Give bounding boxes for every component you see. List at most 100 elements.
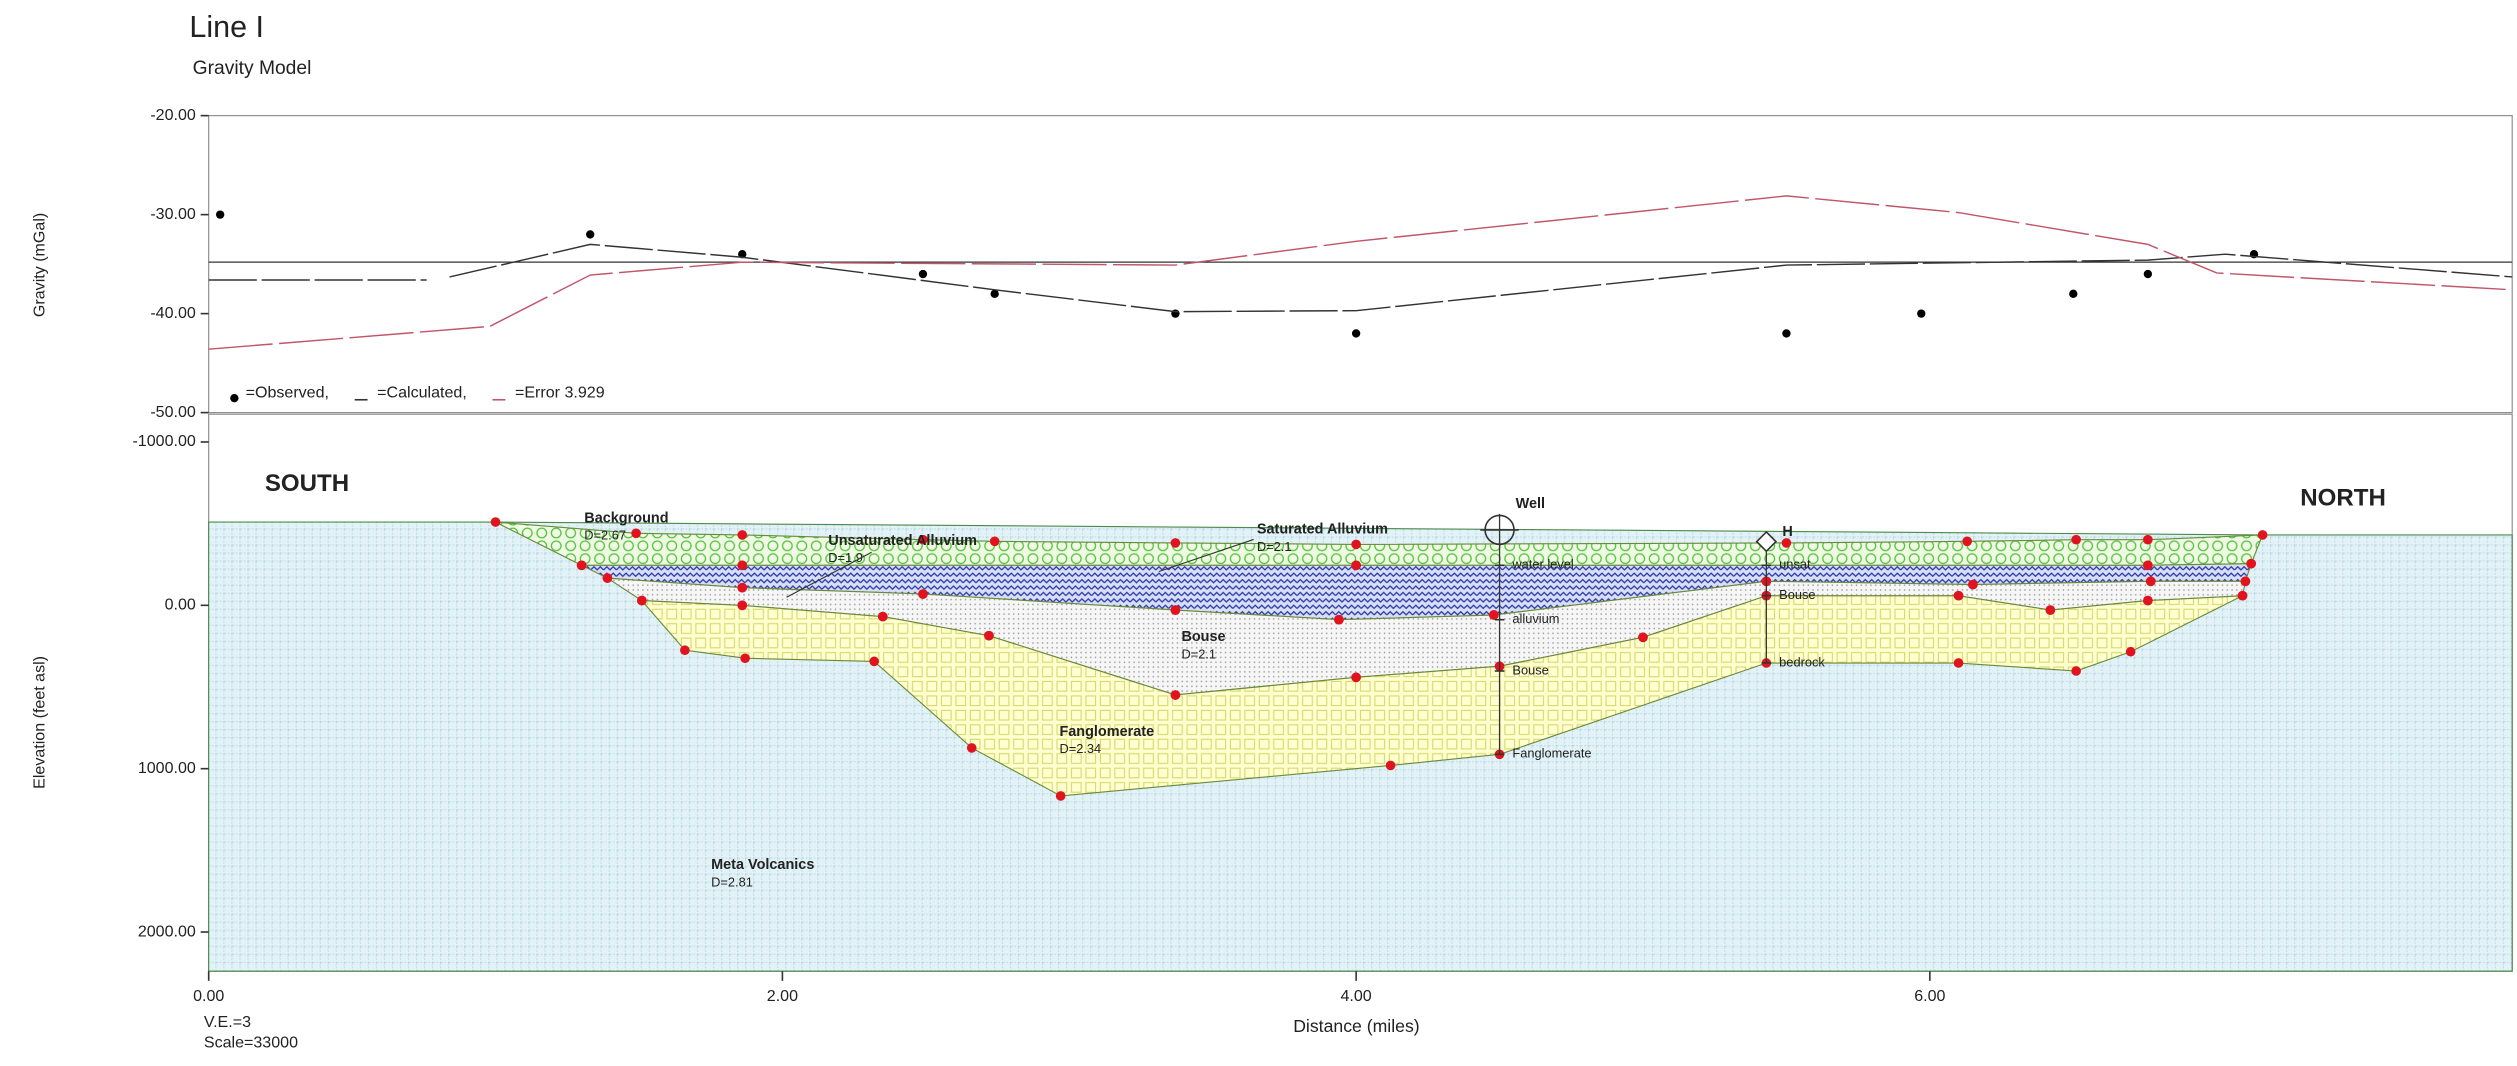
page: Line I Gravity Model Gravity (mGal) Elev… [0, 0, 2517, 1066]
observed-point [586, 230, 594, 238]
well-label: Well [1516, 496, 1545, 512]
layer-name: Background [584, 510, 668, 526]
control-point [737, 601, 747, 611]
y-tick-label: 0.00 [165, 596, 196, 614]
control-point [1954, 591, 1964, 601]
control-point [631, 528, 641, 538]
control-point [1171, 605, 1181, 615]
subtitle: Gravity Model [193, 58, 312, 79]
observed-point [1917, 309, 1925, 317]
layer-density: D=2.81 [711, 874, 753, 889]
control-point [737, 530, 747, 540]
control-point [491, 517, 501, 527]
y-tick-label: -50.00 [150, 403, 196, 421]
series-line [209, 196, 2513, 349]
observed-point [2069, 290, 2077, 298]
horizon-label: alluvium [1512, 611, 1559, 626]
control-point [680, 645, 690, 655]
control-point [1056, 791, 1066, 801]
direction-label: NORTH [2300, 485, 2386, 512]
layer-name: Bouse [1181, 629, 1225, 645]
control-point [2143, 535, 2153, 545]
well-label: H [1782, 524, 1792, 540]
control-point [2146, 577, 2156, 587]
control-point [967, 743, 977, 753]
layer-density: D=1.9 [828, 550, 863, 565]
control-point [637, 596, 647, 606]
control-point [1489, 610, 1499, 620]
y-axis-label: Gravity (mGal) [30, 213, 48, 317]
y-tick-label: 1000.00 [138, 759, 196, 777]
control-point [737, 560, 747, 570]
legend-label: =Error 3.929 [515, 384, 605, 402]
control-point [869, 657, 879, 667]
observed-point [1782, 329, 1790, 337]
control-point [2143, 596, 2153, 606]
title: Line I [189, 10, 264, 44]
legend-marker [230, 394, 238, 402]
control-point [2071, 666, 2081, 676]
control-point [1351, 540, 1361, 550]
control-point [2238, 591, 2248, 601]
control-point [1968, 580, 1978, 590]
legend-label: =Calculated, [377, 384, 467, 402]
direction-label: SOUTH [265, 470, 349, 497]
observed-point [2144, 270, 2152, 278]
control-point [2241, 577, 2251, 587]
horizon-label: bedrock [1779, 654, 1825, 669]
gravity-frame [209, 116, 2513, 413]
horizon-label: Fanglomerate [1512, 746, 1591, 761]
control-point [1171, 538, 1181, 548]
legend-label: =Observed, [246, 384, 329, 402]
layer-density: D=2.67 [584, 528, 626, 543]
control-point [740, 653, 750, 663]
control-point [878, 612, 888, 622]
observed-point [1352, 329, 1360, 337]
y-axis-label: Elevation (feet asl) [30, 656, 48, 789]
y-tick-label: -1000.00 [132, 432, 195, 450]
layer-density: D=2.1 [1181, 646, 1216, 661]
layer-name: Unsaturated Alluvium [828, 533, 977, 549]
control-point [1351, 560, 1361, 570]
control-point [918, 589, 928, 599]
series-line [209, 244, 2513, 311]
control-point [1954, 658, 1964, 668]
control-point [2046, 605, 2056, 615]
figure: Line I Gravity Model Gravity (mGal) Elev… [0, 0, 2517, 1066]
note: V.E.=3 [204, 1013, 251, 1031]
control-point [2258, 530, 2268, 540]
control-point [1962, 536, 1972, 546]
observed-point [216, 210, 224, 218]
control-point [2246, 559, 2256, 569]
horizon-label: water level [1511, 557, 1573, 572]
control-point [737, 583, 747, 593]
control-point [577, 560, 587, 570]
x-tick-label: 4.00 [1341, 987, 1372, 1005]
control-point [2071, 535, 2081, 545]
control-point [990, 536, 1000, 546]
horizon-label: Bouse [1512, 662, 1548, 677]
y-tick-label: 2000.00 [138, 922, 196, 940]
x-tick-label: 0.00 [193, 987, 224, 1005]
layer-density: D=2.34 [1059, 741, 1101, 756]
x-tick-label: 2.00 [767, 987, 798, 1005]
layers [209, 522, 2513, 971]
horizon-label: Bouse [1779, 587, 1815, 602]
observed-point [919, 270, 927, 278]
layer-density: D=2.1 [1257, 539, 1292, 554]
control-point [2143, 560, 2153, 570]
y-tick-label: -40.00 [150, 304, 196, 322]
control-point [1386, 761, 1396, 771]
horizon-label: unsat [1779, 557, 1811, 572]
control-point [603, 573, 613, 583]
layer-name: Meta Volcanics [711, 857, 814, 873]
layer-name: Fanglomerate [1059, 724, 1154, 740]
observed-point [991, 290, 999, 298]
control-point [2126, 647, 2136, 657]
note: Scale=33000 [204, 1034, 298, 1052]
x-axis-label: Distance (miles) [1293, 1016, 1419, 1036]
control-point [984, 631, 994, 641]
control-point [1334, 615, 1344, 625]
x-tick-label: 6.00 [1914, 987, 1945, 1005]
layer-name: Saturated Alluvium [1257, 522, 1388, 538]
